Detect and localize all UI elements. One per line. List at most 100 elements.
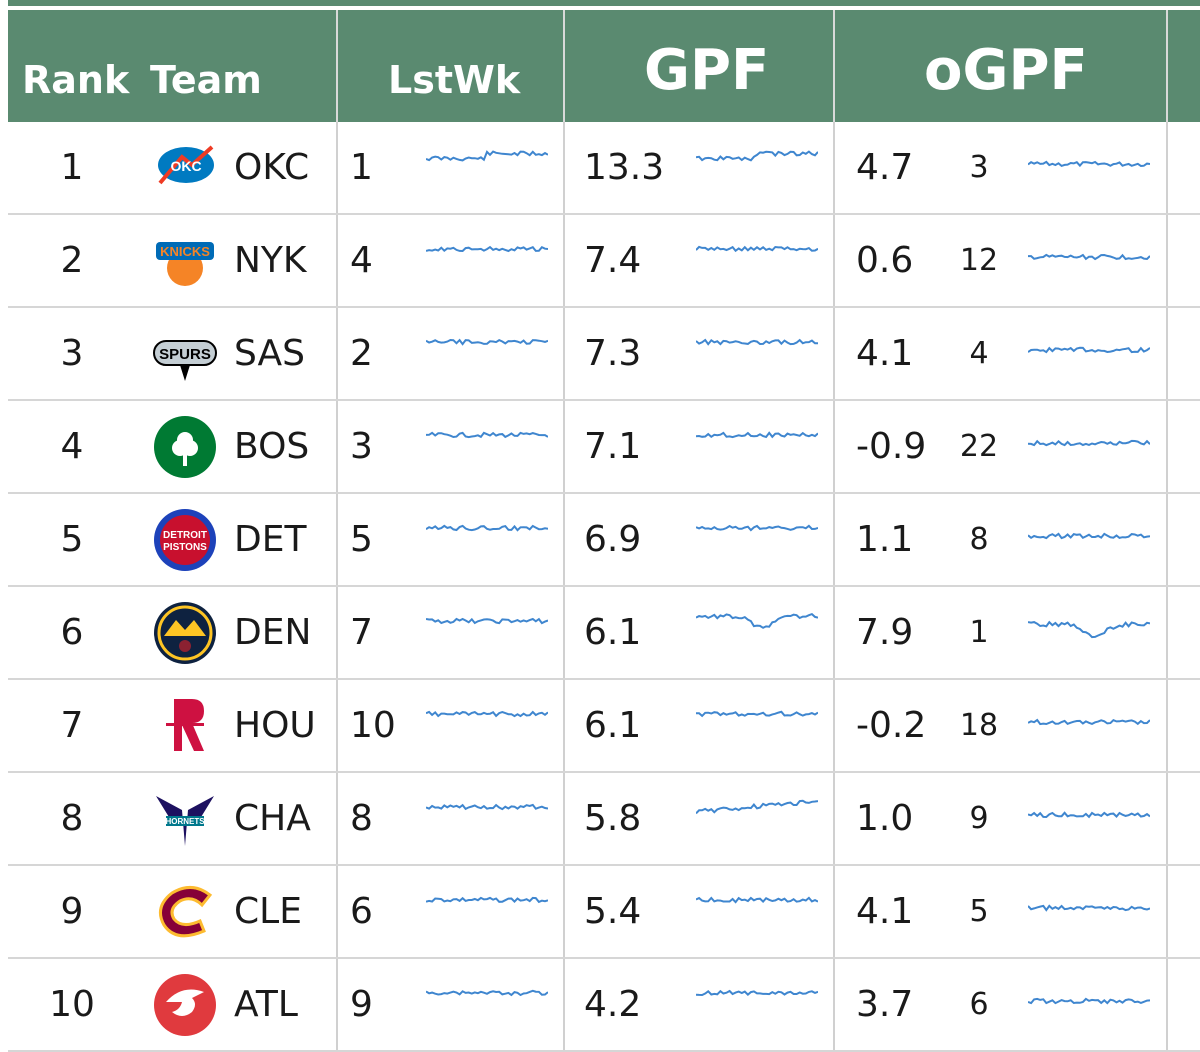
ogpf-sparkline	[1028, 620, 1150, 639]
denver-nuggets-logo-icon	[152, 600, 218, 666]
table-row[interactable]: 10 ATL 9 4.2 3.7 6	[8, 959, 1200, 1052]
header-ogpf[interactable]: oGPF	[924, 38, 1088, 103]
gpf-sparkline	[696, 710, 818, 718]
table-row[interactable]: 7 HOU 10 6.1 -0.2 18	[8, 680, 1200, 773]
lstwk-sparkline	[426, 245, 548, 253]
table-row[interactable]: 5 DETROIT PISTONS DET 5 6.9 1.1 8	[8, 494, 1200, 587]
ogpf-rank: 9	[969, 801, 989, 836]
table-row[interactable]: 1 OKC OKC 1 13.3 4.7 3	[8, 122, 1200, 215]
column-divider	[336, 773, 338, 864]
header-divider	[336, 10, 338, 122]
column-divider	[336, 122, 338, 213]
ogpf-sparkline	[1028, 718, 1150, 726]
ogpf-rank: 6	[969, 987, 989, 1022]
ny-knicks-logo-icon: KNICKS	[152, 228, 218, 294]
rank-cell: 8	[60, 798, 84, 839]
column-divider	[336, 587, 338, 678]
team-abbr: NYK	[234, 240, 307, 281]
detroit-pistons-logo-icon: DETROIT PISTONS	[152, 507, 218, 573]
column-divider	[563, 401, 565, 492]
lstwk-sparkline	[426, 803, 548, 811]
table-row[interactable]: 4 BOS 3 7.1 -0.9 22	[8, 401, 1200, 494]
gpf-value: 7.3	[584, 333, 642, 374]
rank-cell: 5	[60, 519, 84, 560]
table-header: Rank Team LstWk GPF oGPF	[8, 10, 1200, 122]
column-divider	[833, 680, 835, 771]
header-team[interactable]: Team	[150, 58, 262, 102]
column-divider	[563, 215, 565, 306]
column-divider	[336, 308, 338, 399]
ogpf-value: 4.1	[856, 333, 914, 374]
last-week-rank: 3	[350, 426, 373, 467]
gpf-sparkline	[696, 799, 818, 815]
svg-text:SPURS: SPURS	[159, 346, 211, 363]
column-divider	[336, 959, 338, 1050]
table-row[interactable]: 8 HORNETS CHA 8 5.8 1.0 9	[8, 773, 1200, 866]
lstwk-sparkline	[426, 617, 548, 625]
rank-cell: 3	[60, 333, 84, 374]
gpf-value: 6.1	[584, 612, 642, 653]
team-abbr: DEN	[234, 612, 312, 653]
gpf-sparkline	[696, 896, 818, 904]
table-row[interactable]: 6 DEN 7 6.1 7.9 1	[8, 587, 1200, 680]
header-rank[interactable]: Rank	[22, 58, 130, 102]
ogpf-sparkline	[1028, 160, 1150, 168]
column-divider	[336, 494, 338, 585]
column-divider	[1166, 494, 1168, 585]
last-week-rank: 8	[350, 798, 373, 839]
ogpf-value: -0.9	[856, 426, 927, 467]
column-divider	[1166, 401, 1168, 492]
rank-cell: 1	[60, 147, 84, 188]
gpf-value: 7.4	[584, 240, 642, 281]
last-week-rank: 4	[350, 240, 373, 281]
ogpf-sparkline	[1028, 997, 1150, 1005]
team-abbr: CLE	[234, 891, 302, 932]
column-divider	[563, 773, 565, 864]
column-divider	[1166, 215, 1168, 306]
ogpf-rank: 1	[969, 615, 989, 650]
last-week-rank: 2	[350, 333, 373, 374]
column-divider	[833, 959, 835, 1050]
lstwk-sparkline	[426, 431, 548, 439]
column-divider	[833, 308, 835, 399]
lstwk-sparkline	[426, 710, 548, 718]
ogpf-sparkline	[1028, 253, 1150, 261]
houston-rockets-logo-icon	[152, 693, 218, 759]
gpf-sparkline	[696, 431, 818, 439]
lstwk-sparkline	[426, 338, 548, 346]
ogpf-sparkline	[1028, 532, 1150, 540]
column-divider	[336, 215, 338, 306]
gpf-value: 6.9	[584, 519, 642, 560]
column-divider	[1166, 773, 1168, 864]
ogpf-sparkline	[1028, 346, 1150, 354]
svg-text:DETROIT: DETROIT	[163, 530, 207, 541]
ogpf-rank: 3	[969, 150, 989, 185]
team-abbr: HOU	[234, 705, 316, 746]
team-abbr: DET	[234, 519, 307, 560]
last-week-rank: 7	[350, 612, 373, 653]
gpf-value: 5.4	[584, 891, 642, 932]
charlotte-hornets-logo-icon: HORNETS	[152, 786, 218, 852]
column-divider	[833, 122, 835, 213]
header-divider	[136, 10, 138, 122]
table-row[interactable]: 3 SPURS SAS 2 7.3 4.1 4	[8, 308, 1200, 401]
table-row[interactable]: 9 CLE 6 5.4 4.1 5	[8, 866, 1200, 959]
last-week-rank: 1	[350, 147, 373, 188]
column-divider	[563, 866, 565, 957]
column-divider	[833, 866, 835, 957]
lstwk-sparkline	[426, 150, 548, 162]
column-divider	[1166, 680, 1168, 771]
column-divider	[563, 494, 565, 585]
gpf-sparkline	[696, 338, 818, 346]
header-lstwk[interactable]: LstWk	[388, 58, 521, 102]
last-week-rank: 6	[350, 891, 373, 932]
column-divider	[833, 494, 835, 585]
column-divider	[563, 122, 565, 213]
last-week-rank: 9	[350, 984, 373, 1025]
ogpf-rank: 8	[969, 522, 989, 557]
table-row[interactable]: 2 KNICKS NYK 4 7.4 0.6 12	[8, 215, 1200, 308]
header-gpf[interactable]: GPF	[644, 38, 770, 103]
ogpf-sparkline	[1028, 439, 1150, 447]
ogpf-value: -0.2	[856, 705, 927, 746]
column-divider	[1166, 587, 1168, 678]
